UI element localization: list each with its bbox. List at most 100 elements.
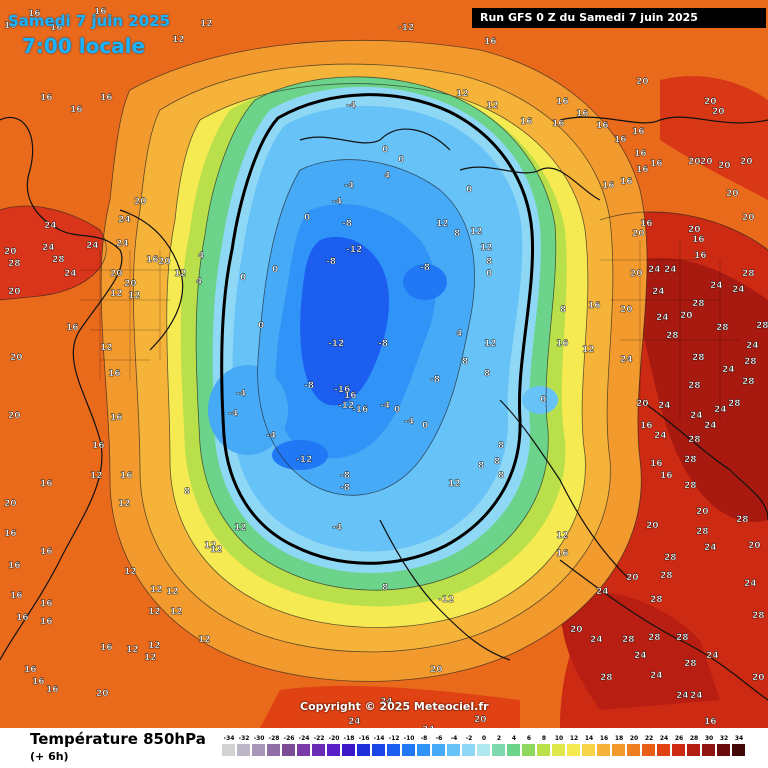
scale-value-label: 34 xyxy=(734,735,744,742)
temperature-value-label: 16 xyxy=(32,677,45,687)
temperature-value-label: 24 xyxy=(650,671,663,681)
temperature-value-label: 8 xyxy=(478,461,484,471)
temperature-value-label: 20 xyxy=(742,213,755,223)
temperature-value-label: 28 xyxy=(676,633,689,643)
temperature-value-label: 8 xyxy=(486,257,492,267)
temperature-value-label: 24 xyxy=(348,717,361,727)
temperature-value-label: 12 xyxy=(486,101,499,111)
temperature-value-label: 20 xyxy=(134,197,147,207)
temperature-value-label: 20 xyxy=(700,157,713,167)
temperature-value-label: 16 xyxy=(602,181,615,191)
temperature-value-label: -16 xyxy=(352,405,368,415)
scale-value-label: -6 xyxy=(435,735,443,742)
temperature-value-label: -4 xyxy=(346,101,356,111)
temperature-value-label: -8 xyxy=(326,257,336,267)
temperature-value-label: 16 xyxy=(704,717,717,727)
temperature-value-label: 4 xyxy=(196,277,202,287)
temperature-value-label: 12 xyxy=(148,607,161,617)
temperature-value-label: 20 xyxy=(626,573,639,583)
temperature-value-label: 12 xyxy=(198,635,211,645)
temperature-value-label: 16 xyxy=(40,479,53,489)
temperature-value-label: 24 xyxy=(42,243,55,253)
temperature-value-label: 16 xyxy=(556,549,569,559)
temperature-value-label: 16 xyxy=(146,255,159,265)
scale-value-label: -18 xyxy=(343,735,355,742)
temperature-value-label: 20 xyxy=(752,673,765,683)
scale-entry: 32 xyxy=(717,734,731,766)
temperature-value-label: 16 xyxy=(16,613,29,623)
temperature-value-label: 12 xyxy=(210,545,223,555)
scale-entry: 0 xyxy=(477,734,491,766)
scale-entry: 18 xyxy=(612,734,626,766)
temperature-value-label: 0 xyxy=(398,155,404,165)
scale-value-label: -30 xyxy=(253,735,265,742)
temperature-value-label: 12 xyxy=(110,289,123,299)
scale-value-label: 26 xyxy=(674,735,684,742)
scale-value-label: 30 xyxy=(704,735,714,742)
temperature-value-label: 24 xyxy=(722,365,735,375)
temperature-value-label: -4 xyxy=(380,401,390,411)
scale-color-swatch xyxy=(552,744,565,756)
scale-color-swatch xyxy=(297,744,310,756)
scale-color-swatch xyxy=(582,744,595,756)
scale-entry: -10 xyxy=(402,734,416,766)
temperature-value-label: 0 xyxy=(422,421,428,431)
temperature-value-label: 28 xyxy=(8,259,21,269)
temperature-value-label: 12 xyxy=(200,19,213,29)
temperature-value-label: -4 xyxy=(266,431,276,441)
temperature-value-label: 28 xyxy=(756,321,768,331)
cold-core xyxy=(300,236,390,406)
scale-entry: -16 xyxy=(357,734,371,766)
scale-entry: -28 xyxy=(267,734,281,766)
temperature-value-label: 28 xyxy=(648,633,661,643)
temperature-value-label: 28 xyxy=(666,331,679,341)
temperature-value-label: 8 xyxy=(484,369,490,379)
temperature-value-label: 16 xyxy=(552,119,565,129)
temperature-value-label: 28 xyxy=(622,635,635,645)
scale-color-swatch xyxy=(717,744,730,756)
temperature-value-label: 28 xyxy=(52,255,65,265)
scale-color-swatch xyxy=(702,744,715,756)
scale-value-label: 8 xyxy=(541,735,547,742)
temperature-value-label: -12 xyxy=(328,339,344,349)
temperature-value-label: 24 xyxy=(590,635,603,645)
cold-pocket-small xyxy=(522,386,558,414)
variable-title: Température 850hPa xyxy=(30,730,206,748)
temperature-value-label: 12 xyxy=(150,585,163,595)
temperature-value-label: -8 xyxy=(304,381,314,391)
temperature-value-label: 0 xyxy=(240,273,246,283)
temperature-value-label: 16 xyxy=(28,9,41,19)
scale-value-label: -12 xyxy=(388,735,400,742)
temperature-value-label: 24 xyxy=(690,691,703,701)
scale-color-swatch xyxy=(597,744,610,756)
scale-color-swatch xyxy=(402,744,415,756)
temperature-value-label: 16 xyxy=(40,93,53,103)
temperature-value-label: 16 xyxy=(556,339,569,349)
scale-value-label: 32 xyxy=(719,735,729,742)
scale-value-label: 2 xyxy=(496,735,502,742)
temperature-value-label: 20 xyxy=(726,189,739,199)
scale-color-swatch xyxy=(312,744,325,756)
temperature-value-label: -4 xyxy=(332,197,342,207)
scale-color-swatch xyxy=(282,744,295,756)
temperature-value-label: 28 xyxy=(742,269,755,279)
scale-value-label: -34 xyxy=(223,735,235,742)
hot-zone-asia-core xyxy=(640,258,768,522)
scale-value-label: -16 xyxy=(358,735,370,742)
temperature-value-label: 12 xyxy=(470,227,483,237)
scale-color-swatch xyxy=(387,744,400,756)
temperature-value-label: 24 xyxy=(380,697,393,707)
temperature-value-label: 16 xyxy=(40,547,53,557)
scale-value-label: 18 xyxy=(614,735,624,742)
temperature-value-label: 20 xyxy=(4,499,17,509)
scale-value-label: -8 xyxy=(420,735,428,742)
temperature-value-label: 16 xyxy=(692,235,705,245)
temperature-value-label: -8 xyxy=(342,219,352,229)
temperature-value-label: 12 xyxy=(174,269,187,279)
temperature-value-label: 20 xyxy=(740,157,753,167)
scale-value-label: 14 xyxy=(584,735,594,742)
scale-value-label: -28 xyxy=(268,735,280,742)
temperature-value-label: -4 xyxy=(228,409,238,419)
temperature-value-label: 20 xyxy=(712,107,725,117)
temperature-value-label: 12 xyxy=(170,607,183,617)
